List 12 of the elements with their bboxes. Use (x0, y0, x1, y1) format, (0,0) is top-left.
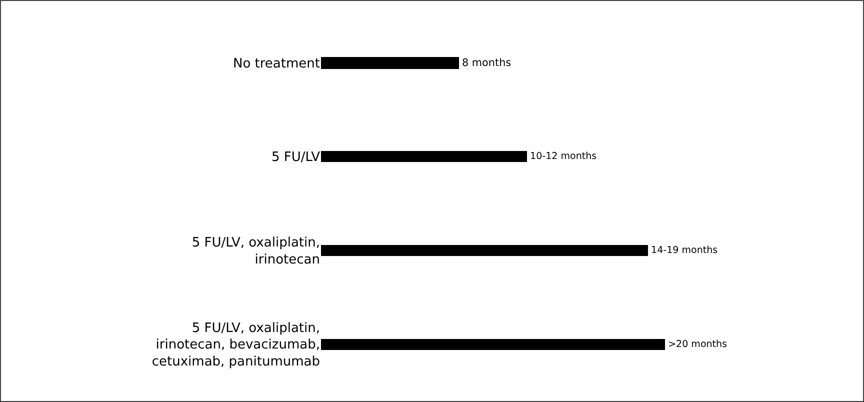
data-label: 14-19 months (651, 245, 718, 256)
y-tick-label: 5 FU/LV (272, 150, 320, 166)
y-tick-label: 5 FU/LV, oxaliplatin, irinotecan (192, 235, 320, 268)
bar (321, 151, 527, 162)
bar (321, 57, 459, 69)
bar (321, 245, 648, 256)
bar (321, 339, 665, 350)
data-label: 8 months (462, 56, 512, 69)
data-label: >20 months (668, 339, 728, 350)
y-tick-label: 5 FU/LV, oxaliplatin, irinotecan, bevacizumab, cetuximab, panitumumab (152, 320, 320, 370)
data-label: 10-12 months (530, 151, 597, 162)
y-tick-label: No treatment (232, 56, 320, 72)
